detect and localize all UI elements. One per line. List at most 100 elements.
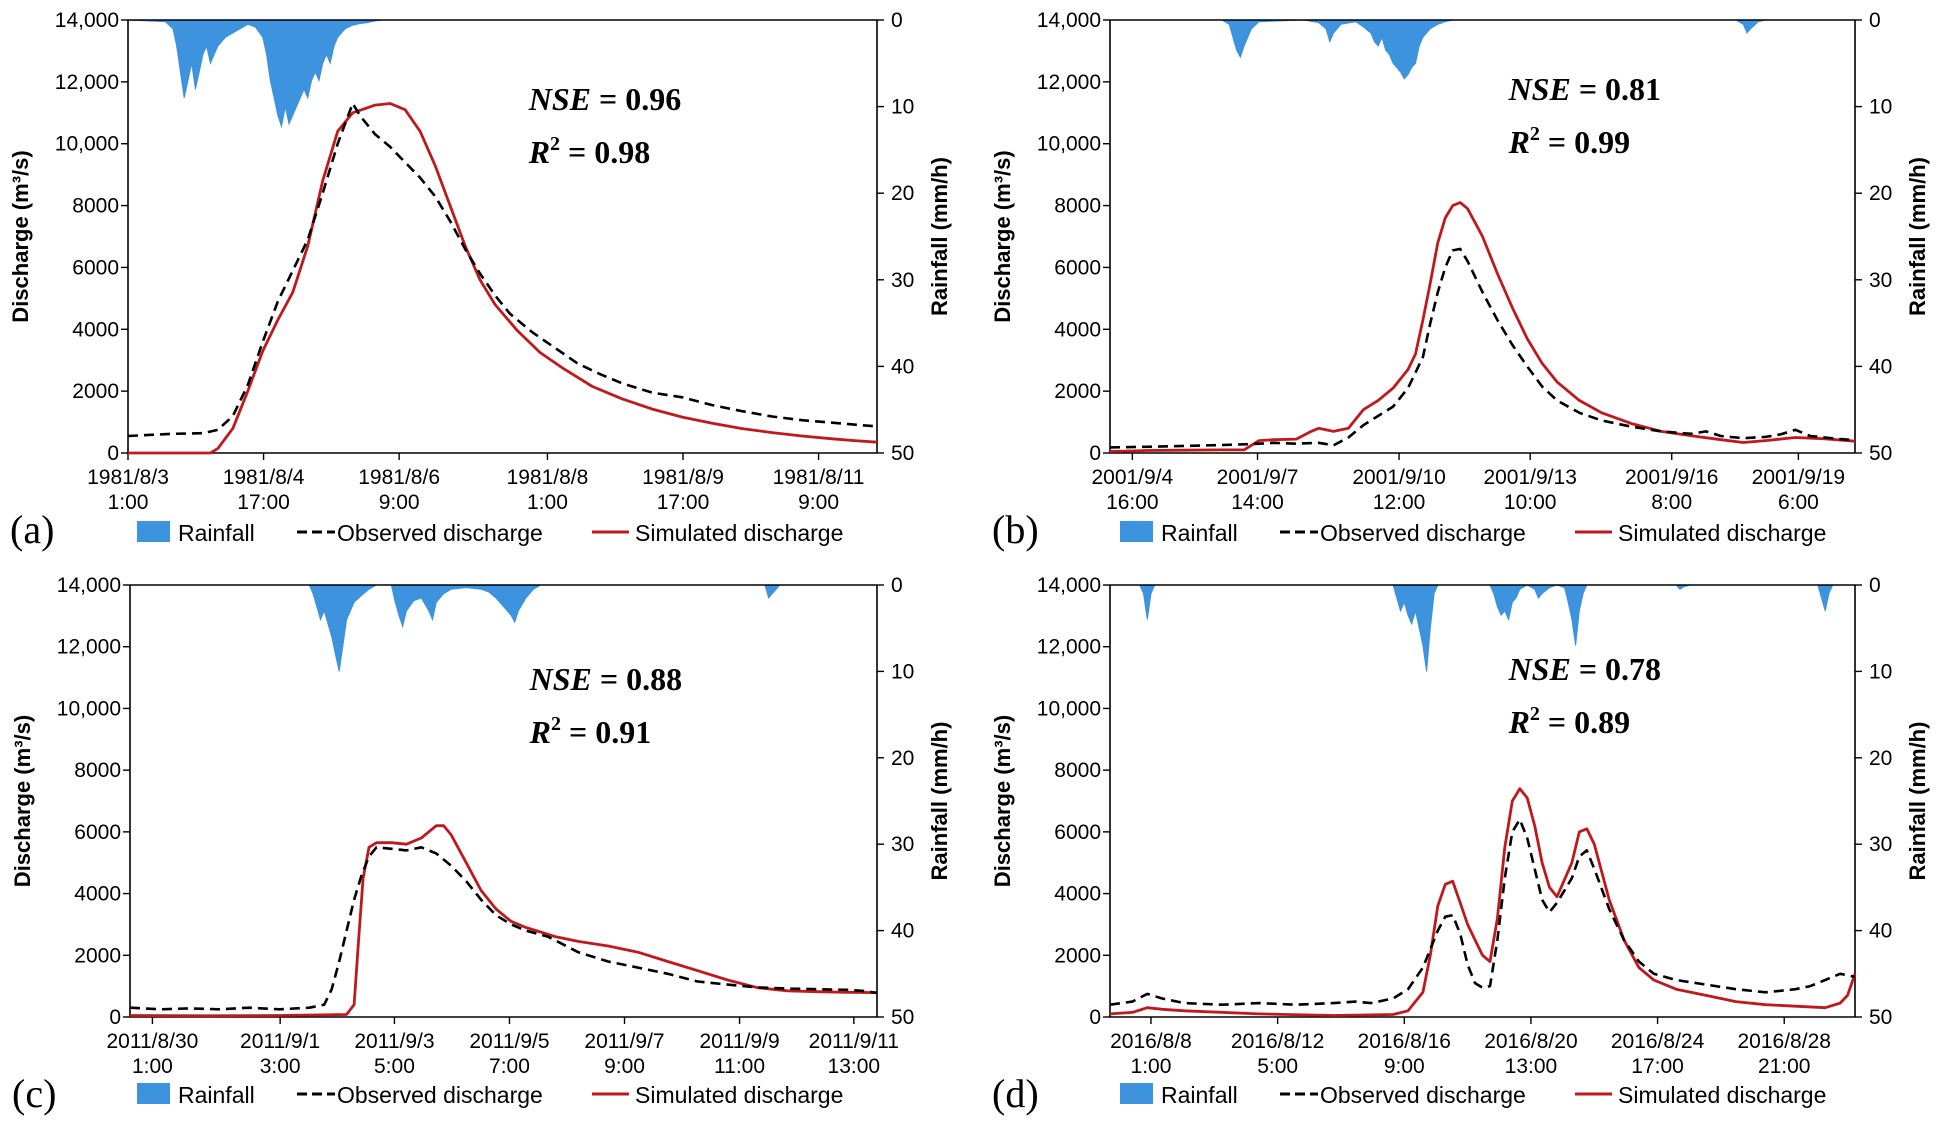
- y-tick-label: 2000: [1054, 944, 1101, 967]
- chart-panel-1: 0 2000 4000 6000 8000 10,000 12,000 14,000 0 10 20…: [8, 9, 952, 552]
- x-tick-label-date: 2011/9/1: [240, 1030, 320, 1053]
- y-tick-label: 4000: [1054, 318, 1101, 341]
- y-tick-label: 2000: [74, 944, 121, 967]
- legend-simulated-label: Simulated discharge: [635, 1082, 843, 1108]
- y-tick-label: 8000: [1054, 195, 1101, 218]
- x-tick-label-time: 17:00: [237, 491, 290, 514]
- x-tick-label-time: 8:00: [1651, 491, 1692, 514]
- y-tick-label: 0: [107, 442, 119, 465]
- chart-panel-3: 0 2000 4000 6000 8000 10,000 12,000 14,000 0 10 20…: [10, 574, 952, 1116]
- x-tick-label-date: 2016/8/12: [1231, 1030, 1324, 1053]
- chart-panel-2: 0 2000 4000 6000 8000 10,000 12,000 14,000 0 10 20…: [990, 9, 1930, 552]
- y-tick-label: 14,000: [55, 9, 119, 32]
- legend: Rainfall Observed discharge Simulated disc…: [137, 1082, 843, 1108]
- y-tick-label: 6000: [74, 821, 121, 844]
- y2-tick-label: 20: [891, 182, 914, 205]
- x-tick-label-date: 2016/8/24: [1611, 1030, 1705, 1053]
- x-tick-label-time: 12:00: [1373, 491, 1426, 514]
- r2-annotation: R2 = 0.89: [1508, 703, 1631, 740]
- y2-tick-label: 0: [1869, 574, 1881, 597]
- rainfall-area: [130, 584, 781, 672]
- legend-rainfall-label: Rainfall: [178, 1082, 255, 1108]
- x-tick-label-date: 1981/8/3: [87, 466, 169, 489]
- y2-axis-title: Rainfall (mm/h): [927, 157, 952, 316]
- x-tick-label-date: 1981/8/11: [773, 466, 865, 489]
- y-tick-label: 2000: [72, 380, 119, 403]
- x-tick-label-time: 1:00: [1131, 1055, 1172, 1078]
- y2-tick-label: 0: [1869, 9, 1881, 32]
- x-tick-label-time: 17:00: [657, 491, 710, 514]
- y-tick-label: 4000: [74, 883, 121, 906]
- nse-annotation: NSE = 0.81: [1508, 71, 1661, 107]
- y2-tick-label: 10: [891, 96, 914, 119]
- observed-discharge-line: [129, 846, 878, 1011]
- y-tick-label: 10,000: [1037, 697, 1101, 720]
- x-tick-label-time: 6:00: [1778, 491, 1819, 514]
- r2-annotation: R2 = 0.99: [1508, 123, 1631, 160]
- x-tick-label-date: 2001/9/7: [1217, 466, 1299, 489]
- y2-tick-label: 40: [891, 355, 914, 378]
- y2-tick-label: 10: [1869, 660, 1892, 683]
- legend-observed-label: Observed discharge: [1320, 1082, 1526, 1108]
- y-tick-label: 12,000: [1037, 71, 1101, 94]
- y-tick-label: 10,000: [55, 133, 119, 156]
- x-tick-label-time: 1:00: [108, 491, 149, 514]
- y-tick-label: 10,000: [57, 697, 121, 720]
- y-axis-title: Discharge (m³/s): [990, 715, 1015, 887]
- x-tick-label-time: 5:00: [374, 1055, 415, 1078]
- x-tick-label-time: 1:00: [527, 491, 568, 514]
- y2-tick-label: 30: [1869, 269, 1892, 292]
- y-tick-label: 10,000: [1037, 133, 1101, 156]
- y2-tick-label: 30: [1869, 833, 1892, 856]
- r2-annotation: R2 = 0.98: [528, 133, 651, 170]
- y2-tick-label: 30: [891, 833, 914, 856]
- x-tick-label-time: 9:00: [604, 1055, 645, 1078]
- x-tick-label-date: 2011/9/3: [354, 1030, 434, 1053]
- legend: Rainfall Observed discharge Simulated disc…: [137, 520, 843, 546]
- y-tick-label: 12,000: [1037, 636, 1101, 659]
- x-tick-label-date: 2001/9/19: [1752, 466, 1845, 489]
- y-tick-label: 12,000: [55, 71, 119, 94]
- x-tick-label-time: 13:00: [828, 1055, 881, 1078]
- simulated-discharge-line: [128, 102, 878, 455]
- nse-annotation: NSE = 0.78: [1508, 651, 1661, 687]
- x-tick-label-date: 2011/9/5: [469, 1030, 549, 1053]
- legend-observed-label: Observed discharge: [1320, 520, 1526, 546]
- y-axis-title: Discharge (m³/s): [990, 150, 1015, 322]
- legend-observed-label: Observed discharge: [337, 1082, 543, 1108]
- simulated-discharge-line: [129, 824, 878, 1018]
- legend-simulated-label: Simulated discharge: [1618, 1082, 1826, 1108]
- y2-tick-label: 40: [1869, 355, 1892, 378]
- y-tick-label: 8000: [72, 195, 119, 218]
- legend-rainfall-swatch: [137, 1083, 170, 1104]
- observed-discharge-line: [1109, 818, 1856, 1006]
- y-tick-label: 8000: [74, 759, 121, 782]
- x-tick-label-time: 9:00: [379, 491, 420, 514]
- y-tick-label: 0: [1089, 442, 1101, 465]
- x-tick-label-date: 2011/9/11: [809, 1030, 899, 1053]
- simulated-discharge-line: [1109, 787, 1857, 1017]
- y2-tick-label: 10: [1869, 96, 1892, 119]
- y2-tick-label: 20: [891, 747, 914, 770]
- y-tick-label: 4000: [1054, 883, 1101, 906]
- y2-tick-label: 40: [891, 920, 914, 943]
- y2-tick-label: 40: [1869, 920, 1892, 943]
- y-tick-label: 2000: [1054, 380, 1101, 403]
- nse-annotation: NSE = 0.96: [528, 81, 681, 117]
- y-tick-label: 6000: [72, 256, 119, 279]
- x-tick-label-time: 9:00: [1384, 1055, 1425, 1078]
- x-tick-label-date: 1981/8/4: [223, 466, 305, 489]
- chart-panel-4: 0 2000 4000 6000 8000 10,000 12,000 14,000 0 10 20…: [990, 574, 1930, 1116]
- y-tick-label: 0: [1089, 1006, 1101, 1029]
- x-tick-label-date: 2011/9/9: [699, 1030, 779, 1053]
- x-tick-label-time: 17:00: [1631, 1055, 1684, 1078]
- y-tick-label: 14,000: [57, 574, 121, 597]
- panel-letter: (c): [12, 1071, 56, 1116]
- x-tick-label-date: 2001/9/4: [1091, 466, 1173, 489]
- x-tick-label-date: 2001/9/10: [1352, 466, 1445, 489]
- y-tick-label: 8000: [1054, 759, 1101, 782]
- x-tick-label-date: 1981/8/9: [642, 466, 724, 489]
- legend-rainfall-label: Rainfall: [1161, 520, 1238, 546]
- x-tick-label-date: 2016/8/16: [1358, 1030, 1451, 1053]
